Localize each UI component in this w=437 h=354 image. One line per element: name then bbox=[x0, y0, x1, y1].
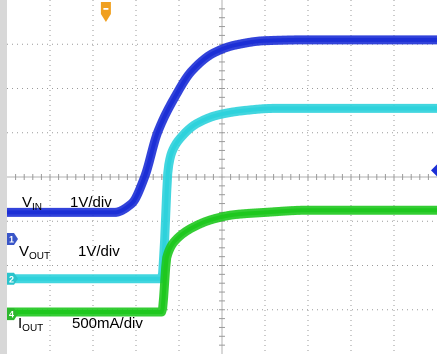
trace-group bbox=[3, 35, 437, 317]
vout-label-main: V bbox=[19, 243, 29, 260]
trigger-position-marker[interactable] bbox=[100, 2, 111, 22]
iout-label: IOUT bbox=[18, 315, 43, 334]
vin-ground-marker-number: 1 bbox=[9, 234, 14, 244]
vout-trace bbox=[6, 106, 437, 281]
vin-scale-label: 1V/div bbox=[70, 194, 112, 211]
vin-label: VIN bbox=[22, 194, 42, 213]
vin-label-sub: IN bbox=[32, 202, 42, 213]
graticule bbox=[7, 0, 437, 354]
channel-marker-group: 1 2 4 bbox=[7, 2, 437, 321]
trigger-level-arrow[interactable] bbox=[431, 164, 437, 177]
iout-ground-marker[interactable]: 4 bbox=[7, 308, 18, 321]
vin-trace bbox=[6, 37, 437, 215]
iout-scale-label: 500mA/div bbox=[72, 315, 143, 332]
iout-trace bbox=[6, 208, 437, 314]
left-scrollbar[interactable] bbox=[0, 0, 7, 354]
vin-ground-marker[interactable]: 1 bbox=[7, 232, 18, 245]
iout-ground-marker-number: 4 bbox=[9, 310, 14, 320]
vout-scale-label: 1V/div bbox=[78, 243, 120, 260]
vin-ground-marker-shape bbox=[7, 232, 18, 245]
trigger-marker-shape bbox=[100, 2, 111, 22]
vout-ground-marker-number: 2 bbox=[9, 274, 14, 284]
iout-ground-marker-shape bbox=[7, 308, 18, 321]
trigger-marker-glyph bbox=[103, 8, 109, 10]
vout-label-sub: OUT bbox=[29, 251, 50, 262]
channel-label-group: VIN 1V/div VOUT 1V/div IOUT 500mA/div bbox=[18, 194, 143, 334]
trigger-level-arrow-shape bbox=[431, 164, 437, 177]
vout-ground-marker-shape bbox=[7, 272, 18, 285]
iout-label-sub: OUT bbox=[22, 323, 43, 334]
vout-ground-marker[interactable]: 2 bbox=[7, 272, 18, 285]
vin-label-main: V bbox=[22, 194, 32, 211]
vout-label: VOUT bbox=[19, 243, 50, 262]
iout-label-main: I bbox=[18, 315, 22, 332]
